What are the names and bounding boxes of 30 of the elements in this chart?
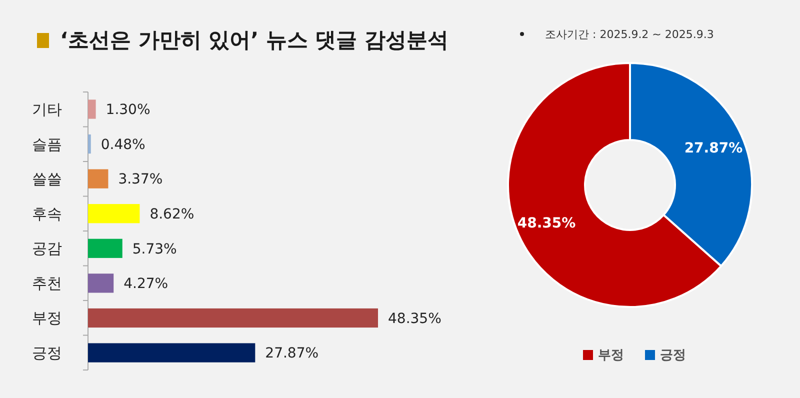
y-tick-label: 기타: [32, 100, 62, 118]
data-label: 5.73%: [132, 241, 177, 258]
bar: [88, 169, 108, 188]
bar: [88, 343, 256, 362]
bar: [88, 238, 122, 258]
data-label: 48.35%: [517, 215, 576, 232]
data-label: 0.48%: [100, 136, 146, 153]
data-label: 4.27%: [124, 276, 168, 292]
bar: [88, 308, 378, 328]
legend-label: 부정: [598, 348, 624, 363]
legend-label: 긍정: [660, 348, 686, 363]
y-tick-label: 쓸쓸: [32, 170, 62, 188]
y-tick-label: 슬픔: [32, 135, 62, 154]
data-label: 48.35%: [388, 310, 442, 327]
data-label: 27.87%: [684, 140, 743, 156]
bar: [88, 100, 96, 119]
data-label: 1.30%: [106, 102, 150, 118]
bar: [88, 274, 114, 293]
bar: [88, 204, 140, 224]
y-tick-label: 긍정: [32, 344, 62, 362]
text: 조사기간 : 2025.9.2 ~ 2025.9.3: [545, 28, 714, 41]
y-tick-label: 추천: [32, 274, 62, 292]
y-tick-label: 부정: [32, 309, 62, 328]
bar: [88, 134, 91, 154]
y-tick-label: 공감: [32, 240, 62, 258]
data-label: 3.37%: [118, 172, 163, 188]
data-label: 8.62%: [150, 206, 194, 223]
chart-title: ‘초선은 가만히 있어’ 뉴스 댓글 감성분석: [60, 28, 449, 52]
data-label: 27.87%: [265, 346, 319, 362]
y-tick-label: 후속: [32, 204, 62, 223]
